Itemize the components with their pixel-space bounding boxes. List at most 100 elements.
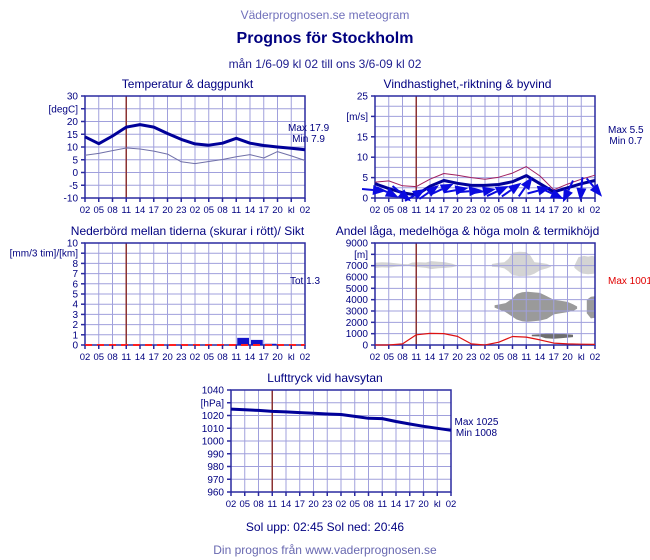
- svg-text:23: 23: [176, 352, 187, 363]
- high-clouds-end: [574, 255, 595, 275]
- svg-text:02: 02: [80, 205, 91, 216]
- svg-text:11: 11: [267, 499, 277, 510]
- temperature-chart-title: Temperatur & daggpunkt: [121, 77, 254, 91]
- svg-text:05: 05: [493, 205, 504, 216]
- sun-times: Sol upp: 02:45 Sol ned: 20:46: [245, 520, 405, 534]
- svg-text:08: 08: [507, 352, 518, 363]
- svg-text:20: 20: [308, 499, 319, 510]
- svg-text:10: 10: [67, 239, 79, 250]
- svg-text:11: 11: [521, 205, 531, 216]
- svg-text:[hPa]: [hPa]: [200, 398, 224, 409]
- svg-text:05: 05: [383, 205, 394, 216]
- svg-text:08: 08: [397, 205, 408, 216]
- svg-text:990: 990: [207, 449, 224, 460]
- svg-text:08: 08: [507, 205, 518, 216]
- wind-direction-arrows: [576, 177, 587, 202]
- svg-text:02: 02: [80, 352, 91, 363]
- svg-text:kl: kl: [288, 205, 295, 216]
- svg-text:14: 14: [425, 205, 436, 216]
- wind-max-min: Max 5.5 Min 0.7: [608, 125, 644, 147]
- site-header: Väderprognosen.se meteogram: [240, 8, 410, 22]
- wind-direction-arrows: [541, 187, 564, 199]
- wind-direction-arrows: [486, 185, 509, 197]
- precipitation-chart-title: Nederbörd mellan tiderna (skurar i rött)…: [70, 224, 305, 238]
- svg-text:02: 02: [300, 352, 311, 363]
- svg-text:20: 20: [162, 205, 173, 216]
- svg-text:02: 02: [480, 352, 491, 363]
- svg-text:11: 11: [121, 205, 131, 216]
- svg-text:0: 0: [362, 341, 368, 352]
- svg-text:-5: -5: [69, 181, 78, 192]
- svg-text:6000: 6000: [346, 273, 369, 284]
- temperature-max-min: Max 17.9 Min 7.9: [288, 123, 329, 145]
- svg-text:[degC]: [degC]: [49, 104, 79, 115]
- wind-direction-arrows: [431, 183, 454, 195]
- svg-text:02: 02: [190, 205, 201, 216]
- svg-text:5: 5: [362, 173, 368, 184]
- wind-direction-arrows: [376, 186, 399, 198]
- high-clouds-day2: [491, 251, 551, 277]
- svg-text:05: 05: [239, 499, 250, 510]
- svg-text:7000: 7000: [346, 261, 369, 272]
- svg-text:10: 10: [67, 143, 79, 154]
- svg-text:3000: 3000: [346, 307, 369, 318]
- svg-text:14: 14: [135, 205, 146, 216]
- svg-text:08: 08: [217, 352, 228, 363]
- svg-text:20: 20: [452, 205, 463, 216]
- temperature-chart: Temperatur & daggpunkt 30 [degC] 20 15 10 5 0 -…: [0, 77, 330, 216]
- svg-text:02: 02: [190, 352, 201, 363]
- chart-row-1: Temperatur & daggpunkt 30 [degC] 20 15 10 5 0-…: [0, 77, 650, 216]
- svg-text:14: 14: [535, 352, 546, 363]
- svg-text:02: 02: [335, 499, 346, 510]
- wind-direction-arrows: [418, 185, 440, 200]
- svg-text:0: 0: [72, 341, 78, 352]
- svg-text:[m/s]: [m/s]: [346, 112, 368, 123]
- svg-text:1000: 1000: [201, 437, 224, 448]
- svg-text:7: 7: [72, 269, 78, 280]
- svg-text:08: 08: [363, 499, 374, 510]
- svg-text:15: 15: [357, 132, 369, 143]
- svg-text:2000: 2000: [346, 318, 369, 329]
- svg-text:25: 25: [357, 92, 369, 103]
- wind-direction-arrows: [585, 177, 603, 197]
- svg-text:kl: kl: [433, 499, 440, 510]
- svg-text:17: 17: [438, 205, 449, 216]
- forecast-period: mån 1/6-09 kl 02 till ons 3/6-09 kl 02: [228, 57, 422, 71]
- svg-text:kl: kl: [578, 205, 585, 216]
- svg-text:23: 23: [176, 205, 187, 216]
- svg-text:8: 8: [72, 259, 78, 270]
- wind-direction-arrows: [361, 184, 386, 195]
- svg-text:05: 05: [203, 205, 214, 216]
- mid-clouds-day2: [494, 291, 578, 322]
- svg-text:980: 980: [207, 462, 224, 473]
- svg-text:1: 1: [72, 330, 78, 341]
- svg-text:17: 17: [438, 352, 449, 363]
- svg-text:10: 10: [357, 153, 369, 164]
- svg-text:02: 02: [370, 205, 381, 216]
- svg-text:23: 23: [466, 205, 477, 216]
- svg-text:05: 05: [203, 352, 214, 363]
- svg-text:05: 05: [93, 205, 104, 216]
- svg-text:17: 17: [548, 205, 559, 216]
- svg-text:5000: 5000: [346, 284, 369, 295]
- svg-text:23: 23: [321, 499, 332, 510]
- svg-text:9000: 9000: [346, 239, 369, 250]
- svg-text:08: 08: [397, 352, 408, 363]
- svg-text:02: 02: [590, 352, 601, 363]
- svg-text:14: 14: [135, 352, 146, 363]
- svg-text:15: 15: [67, 130, 79, 141]
- pressure-chart: Lufttryck vid havsytan 1040 [hPa] 1020 1010…: [163, 371, 498, 510]
- svg-text:20: 20: [418, 499, 429, 510]
- svg-text:14: 14: [245, 205, 256, 216]
- annotation-line: Min 1008: [455, 428, 498, 439]
- series-temperatur: [84, 123, 306, 152]
- svg-text:11: 11: [411, 352, 421, 363]
- series-byvind: [374, 166, 596, 191]
- svg-text:02: 02: [590, 205, 601, 216]
- annotation-line: Min 7.9: [292, 134, 325, 145]
- svg-text:14: 14: [390, 499, 401, 510]
- svg-text:2: 2: [72, 320, 78, 331]
- svg-text:6: 6: [72, 279, 78, 290]
